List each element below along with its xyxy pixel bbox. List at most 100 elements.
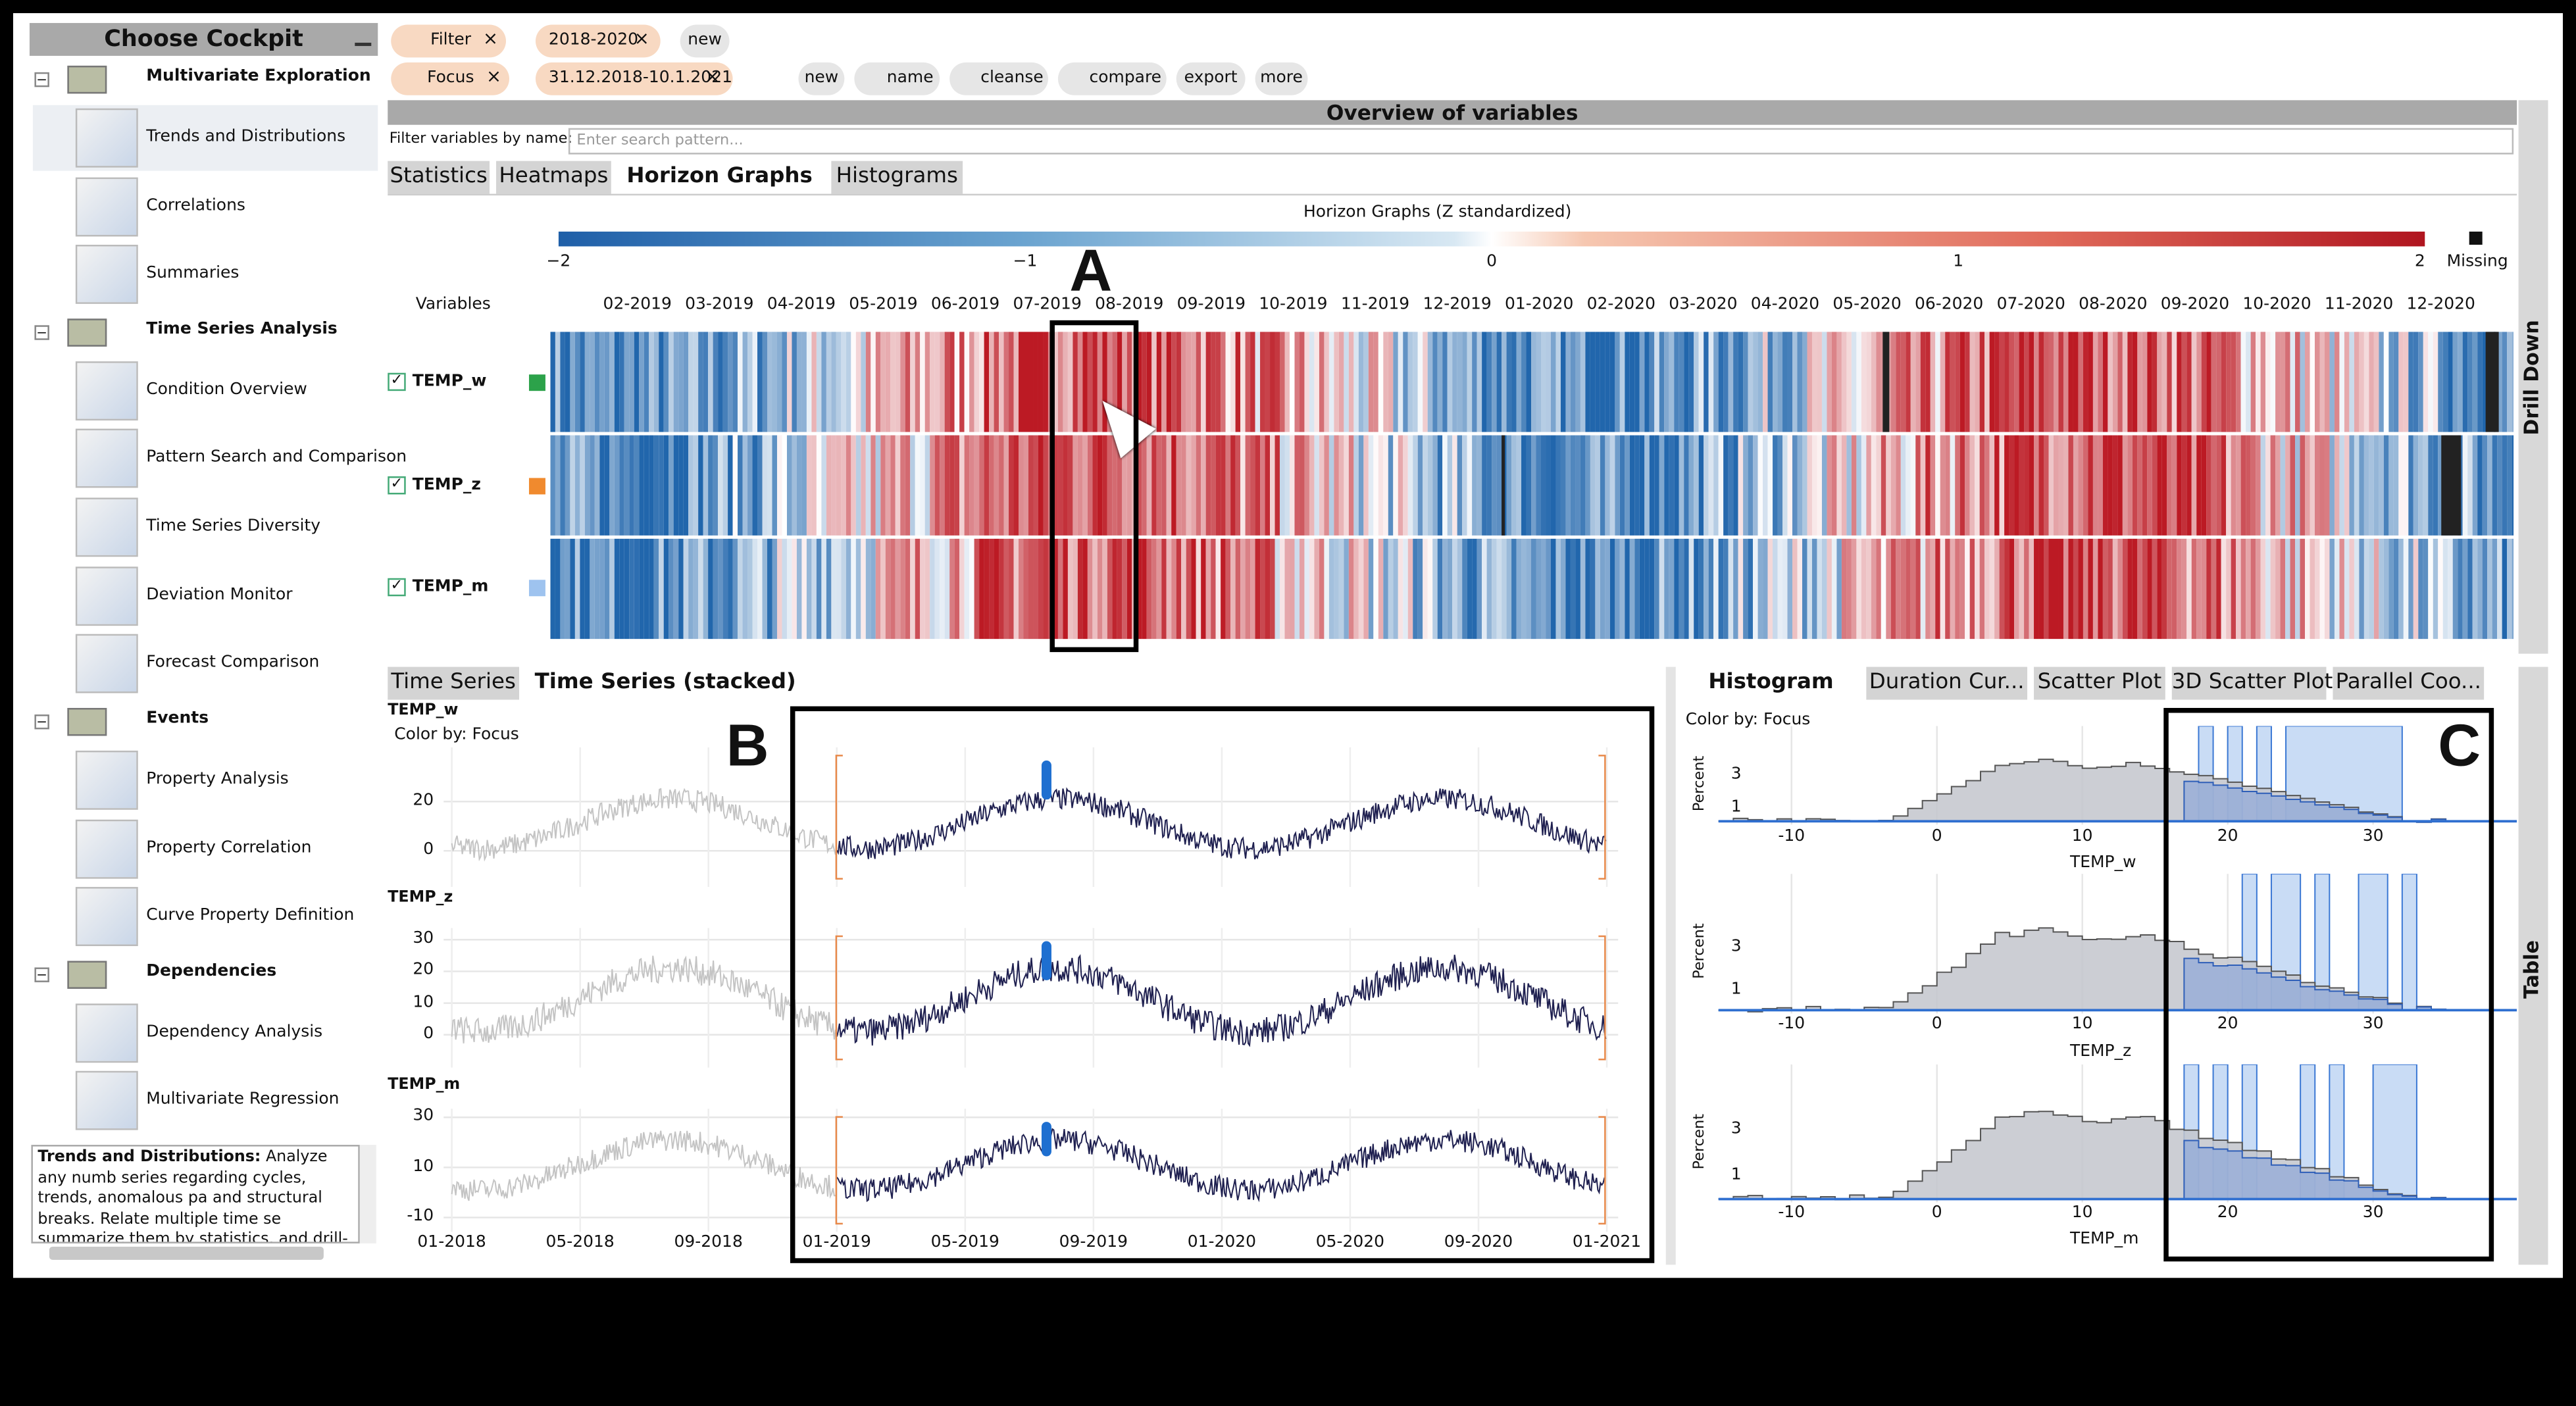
cockpit-item[interactable]: Property Correlation bbox=[146, 839, 312, 858]
variable-color bbox=[528, 478, 545, 495]
analysis-tab[interactable]: Duration Cur... bbox=[1866, 666, 2028, 700]
cockpit-item[interactable]: Summaries bbox=[146, 264, 240, 283]
horizon-stripe bbox=[1427, 435, 1433, 536]
horizon-stripe bbox=[669, 332, 674, 432]
search-field[interactable]: Enter search pattern... bbox=[568, 128, 2514, 155]
horizon-stripe bbox=[1718, 538, 1724, 640]
cockpit-item[interactable]: Trends and Distributions bbox=[146, 128, 346, 147]
horizon-stripe bbox=[2344, 435, 2350, 536]
collapse-icon[interactable]: − bbox=[34, 714, 49, 730]
horizon-stripe bbox=[2181, 538, 2187, 640]
horizon-stripe bbox=[2122, 435, 2128, 536]
cockpit-item[interactable]: Curve Property Definition bbox=[146, 907, 355, 925]
action-button[interactable]: cleanse bbox=[949, 62, 1048, 95]
analysis-tab[interactable]: Parallel Coo... bbox=[2333, 666, 2485, 700]
horizon-stripe bbox=[550, 332, 555, 432]
remove-icon[interactable]: × bbox=[634, 28, 649, 49]
color-by-label: Color by: Focus bbox=[1685, 711, 1811, 730]
focus-chip[interactable]: Focus bbox=[391, 62, 510, 95]
filter-range-chip[interactable]: 2018-2020 bbox=[535, 24, 661, 58]
horizon-stripe bbox=[1654, 332, 1659, 432]
horizon-stripe bbox=[1965, 435, 1970, 536]
group-label[interactable]: Dependencies bbox=[146, 962, 277, 981]
horizon-stripe bbox=[821, 332, 826, 432]
timeseries-tab[interactable]: Time Series (stacked) bbox=[525, 666, 805, 700]
horizon-stripe bbox=[1811, 435, 1817, 536]
horizon-stripe bbox=[2369, 538, 2374, 640]
collapse-icon[interactable]: − bbox=[34, 325, 49, 340]
horizon-stripe bbox=[580, 332, 585, 432]
variable-checkbox[interactable]: ✓ bbox=[388, 578, 406, 597]
horizon-stripe bbox=[1309, 435, 1315, 536]
horizon-stripe bbox=[2068, 435, 2073, 536]
horizon-stripe bbox=[1876, 332, 1881, 432]
horizon-stripe bbox=[574, 332, 580, 432]
horizon-stripe bbox=[940, 435, 945, 536]
horizon-stripe bbox=[2048, 435, 2054, 536]
cockpit-item[interactable]: Deviation Monitor bbox=[146, 586, 293, 605]
month-label: 10-2019 bbox=[1259, 295, 1328, 314]
horizon-stripe bbox=[934, 538, 940, 640]
horizon-stripe bbox=[1886, 435, 1891, 536]
cockpit-item[interactable]: Property Analysis bbox=[146, 770, 289, 789]
collapse-icon[interactable]: − bbox=[34, 967, 49, 982]
horizon-stripe bbox=[2349, 538, 2354, 640]
overview-tab[interactable]: Statistics bbox=[388, 161, 490, 194]
cockpit-item[interactable]: Pattern Search and Comparison bbox=[146, 448, 407, 467]
horizon-stripe bbox=[959, 538, 965, 640]
group-label[interactable]: Events bbox=[146, 709, 209, 728]
horizon-stripe bbox=[2467, 538, 2473, 640]
overview-tab[interactable]: Histograms bbox=[831, 161, 963, 194]
horizon-stripe bbox=[2497, 332, 2502, 432]
focus-range-chip[interactable]: 31.12.2018-10.1.2021 bbox=[535, 62, 733, 95]
horizon-stripe bbox=[2029, 332, 2034, 432]
action-button[interactable]: more bbox=[1255, 62, 1308, 95]
horizon-stripe bbox=[1142, 332, 1147, 432]
overview-tab[interactable]: Horizon Graphs bbox=[617, 161, 822, 194]
horizon-stripe bbox=[2487, 538, 2492, 640]
action-button[interactable]: name bbox=[854, 62, 940, 95]
variable-checkbox[interactable]: ✓ bbox=[388, 372, 406, 391]
horizon-stripe bbox=[1122, 538, 1127, 640]
horizon-stripe bbox=[1423, 435, 1428, 536]
timeseries-tab[interactable]: Time Series bbox=[388, 666, 519, 700]
variable-checkbox[interactable]: ✓ bbox=[388, 476, 406, 495]
horizon-stripe bbox=[1368, 435, 1374, 536]
horizon-stripe bbox=[1797, 332, 1802, 432]
horizon-stripe bbox=[1590, 332, 1596, 432]
drill-down-label[interactable]: Drill Down bbox=[2520, 320, 2544, 436]
horizon-stripe bbox=[1773, 538, 1778, 640]
horizon-stripe bbox=[703, 332, 709, 432]
group-label[interactable]: Time Series Analysis bbox=[146, 320, 338, 339]
analysis-tab[interactable]: Histogram bbox=[1679, 666, 1863, 700]
cockpit-item[interactable]: Correlations bbox=[146, 197, 245, 216]
cockpit-item[interactable]: Condition Overview bbox=[146, 381, 307, 399]
remove-icon[interactable]: × bbox=[483, 28, 499, 49]
group-label[interactable]: Multivariate Exploration bbox=[146, 67, 371, 86]
collapse-icon[interactable]: − bbox=[34, 72, 49, 88]
horizon-stripe bbox=[1910, 332, 1916, 432]
action-button[interactable]: compare bbox=[1057, 62, 1167, 95]
horizon-stripe bbox=[821, 435, 826, 536]
horizon-stripe bbox=[1915, 538, 1921, 640]
analysis-tab[interactable]: Scatter Plot bbox=[2034, 666, 2165, 700]
horizon-stripe bbox=[1688, 332, 1694, 432]
cockpit-item[interactable]: Dependency Analysis bbox=[146, 1023, 323, 1042]
cockpit-item[interactable]: Time Series Diversity bbox=[146, 517, 321, 536]
remove-icon[interactable]: × bbox=[705, 65, 720, 88]
focus-series bbox=[836, 787, 1607, 860]
new-filter-button[interactable]: new bbox=[680, 24, 730, 58]
cockpit-item[interactable]: Forecast Comparison bbox=[146, 653, 320, 672]
analysis-tab[interactable]: 3D Scatter Plot bbox=[2171, 666, 2333, 700]
action-button[interactable]: export bbox=[1176, 62, 1246, 95]
filter-chip[interactable]: Filter bbox=[391, 24, 507, 58]
table-label[interactable]: Table bbox=[2520, 940, 2544, 999]
cockpit-item[interactable]: Multivariate Regression bbox=[146, 1090, 340, 1109]
action-button[interactable]: new bbox=[798, 62, 845, 95]
horizon-stripe bbox=[1477, 332, 1482, 432]
remove-icon[interactable]: × bbox=[486, 65, 502, 88]
h-scrollbar[interactable] bbox=[49, 1246, 324, 1260]
horizon-stripe bbox=[969, 435, 974, 536]
missing-stripe bbox=[2485, 332, 2496, 432]
overview-tab[interactable]: Heatmaps bbox=[496, 161, 611, 194]
